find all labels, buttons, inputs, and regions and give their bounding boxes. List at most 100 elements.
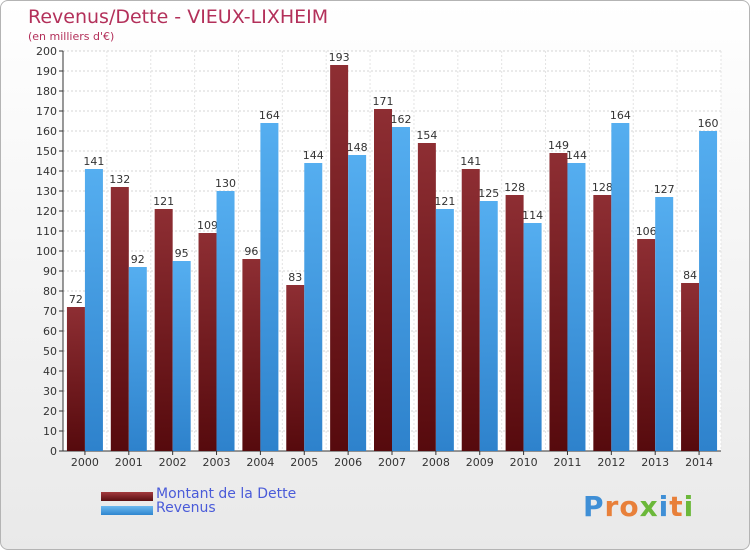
data-label: 130 xyxy=(215,177,236,190)
x-tick-label: 2002 xyxy=(159,456,187,469)
x-tick-label: 2000 xyxy=(71,456,99,469)
data-label: 83 xyxy=(288,271,302,284)
y-tick-label: 70 xyxy=(43,305,57,318)
revenus-bar xyxy=(392,127,410,451)
dette-bar xyxy=(242,259,261,451)
logo-letter: r xyxy=(604,490,620,523)
dette-bar xyxy=(110,187,129,451)
x-tick-label: 2004 xyxy=(246,456,274,469)
x-tick-label: 2014 xyxy=(685,456,713,469)
data-label: 109 xyxy=(197,219,218,232)
revenus-bar xyxy=(128,267,147,451)
legend-label-dette: Montant de la Dette xyxy=(156,486,297,502)
y-tick-label: 110 xyxy=(36,225,57,238)
x-tick-label: 2011 xyxy=(553,456,581,469)
y-tick-label: 0 xyxy=(50,445,57,458)
y-tick-label: 120 xyxy=(36,205,57,218)
data-label: 149 xyxy=(548,139,569,152)
legend-swatch-dette xyxy=(101,492,153,501)
revenus-bar xyxy=(655,197,674,451)
data-label: 132 xyxy=(109,173,130,186)
y-tick-label: 140 xyxy=(36,165,57,178)
y-tick-label: 90 xyxy=(43,265,57,278)
data-label: 84 xyxy=(683,269,697,282)
logo-letter: o xyxy=(619,490,640,523)
revenus-bar xyxy=(435,209,454,451)
dette-bar xyxy=(505,195,524,451)
y-tick-label: 20 xyxy=(43,405,57,418)
dette-bar xyxy=(330,65,349,451)
x-tick-label: 2009 xyxy=(466,456,494,469)
data-label: 144 xyxy=(566,149,587,162)
proxiti-logo: Proxiti xyxy=(583,490,694,523)
data-label: 171 xyxy=(373,95,394,108)
x-tick-label: 2003 xyxy=(203,456,231,469)
data-label: 164 xyxy=(259,109,280,122)
y-tick-label: 190 xyxy=(36,65,57,78)
revenus-bar xyxy=(699,131,718,451)
x-tick-label: 2012 xyxy=(597,456,625,469)
y-tick-label: 10 xyxy=(43,425,57,438)
dette-bar xyxy=(461,169,480,451)
dette-bar xyxy=(198,233,217,451)
data-label: 128 xyxy=(592,181,613,194)
data-label: 114 xyxy=(522,209,543,222)
data-label: 96 xyxy=(244,245,258,258)
x-tick-label: 2013 xyxy=(641,456,669,469)
y-tick-label: 100 xyxy=(36,245,57,258)
chart-subtitle: (en milliers d'€) xyxy=(28,30,115,43)
data-label: 162 xyxy=(391,113,412,126)
y-tick-label: 40 xyxy=(43,365,57,378)
data-label: 72 xyxy=(69,293,83,306)
legend-swatch-revenus xyxy=(101,506,153,515)
data-label: 127 xyxy=(654,183,675,196)
logo-letter: x xyxy=(639,490,659,523)
dette-bar xyxy=(66,307,85,451)
revenus-bar xyxy=(304,163,323,451)
data-label: 193 xyxy=(329,51,350,64)
dette-bar xyxy=(286,285,305,451)
x-tick-label: 2010 xyxy=(510,456,538,469)
dette-bar xyxy=(681,283,700,451)
dette-bar xyxy=(417,143,436,451)
x-tick-label: 2006 xyxy=(334,456,362,469)
data-label: 106 xyxy=(636,225,657,238)
logo-letter: i xyxy=(683,490,695,523)
data-label: 164 xyxy=(610,109,631,122)
data-label: 141 xyxy=(83,155,104,168)
logo-letter: P xyxy=(583,490,605,523)
y-tick-label: 80 xyxy=(43,285,57,298)
dette-bar xyxy=(154,209,173,451)
y-tick-label: 160 xyxy=(36,125,57,138)
revenus-bar xyxy=(348,155,367,451)
y-tick-label: 130 xyxy=(36,185,57,198)
data-label: 160 xyxy=(698,117,719,130)
data-label: 121 xyxy=(434,195,455,208)
dette-bar xyxy=(637,239,656,451)
data-label: 121 xyxy=(153,195,174,208)
revenus-bar xyxy=(260,123,279,451)
y-tick-label: 150 xyxy=(36,145,57,158)
dette-bar xyxy=(549,153,568,451)
data-label: 148 xyxy=(347,141,368,154)
revenus-bar xyxy=(567,163,586,451)
data-label: 95 xyxy=(175,247,189,260)
y-tick-label: 200 xyxy=(36,45,57,58)
y-tick-label: 60 xyxy=(43,325,57,338)
x-tick-label: 2001 xyxy=(115,456,143,469)
revenus-bar xyxy=(172,261,191,451)
revenus-bar xyxy=(523,223,542,451)
dette-bar xyxy=(593,195,612,451)
data-label: 144 xyxy=(303,149,324,162)
revenus-bar xyxy=(216,191,235,451)
revenus-bar xyxy=(479,201,498,451)
legend-label-revenus: Revenus xyxy=(156,500,216,516)
data-label: 141 xyxy=(460,155,481,168)
data-label: 154 xyxy=(416,129,437,142)
logo-letter: t xyxy=(669,490,684,523)
logo-letter: i xyxy=(658,490,670,523)
revenus-bar xyxy=(84,169,103,451)
dette-bar xyxy=(374,109,392,451)
chart-title: Revenus/Dette - VIEUX-LIXHEIM xyxy=(28,6,329,28)
